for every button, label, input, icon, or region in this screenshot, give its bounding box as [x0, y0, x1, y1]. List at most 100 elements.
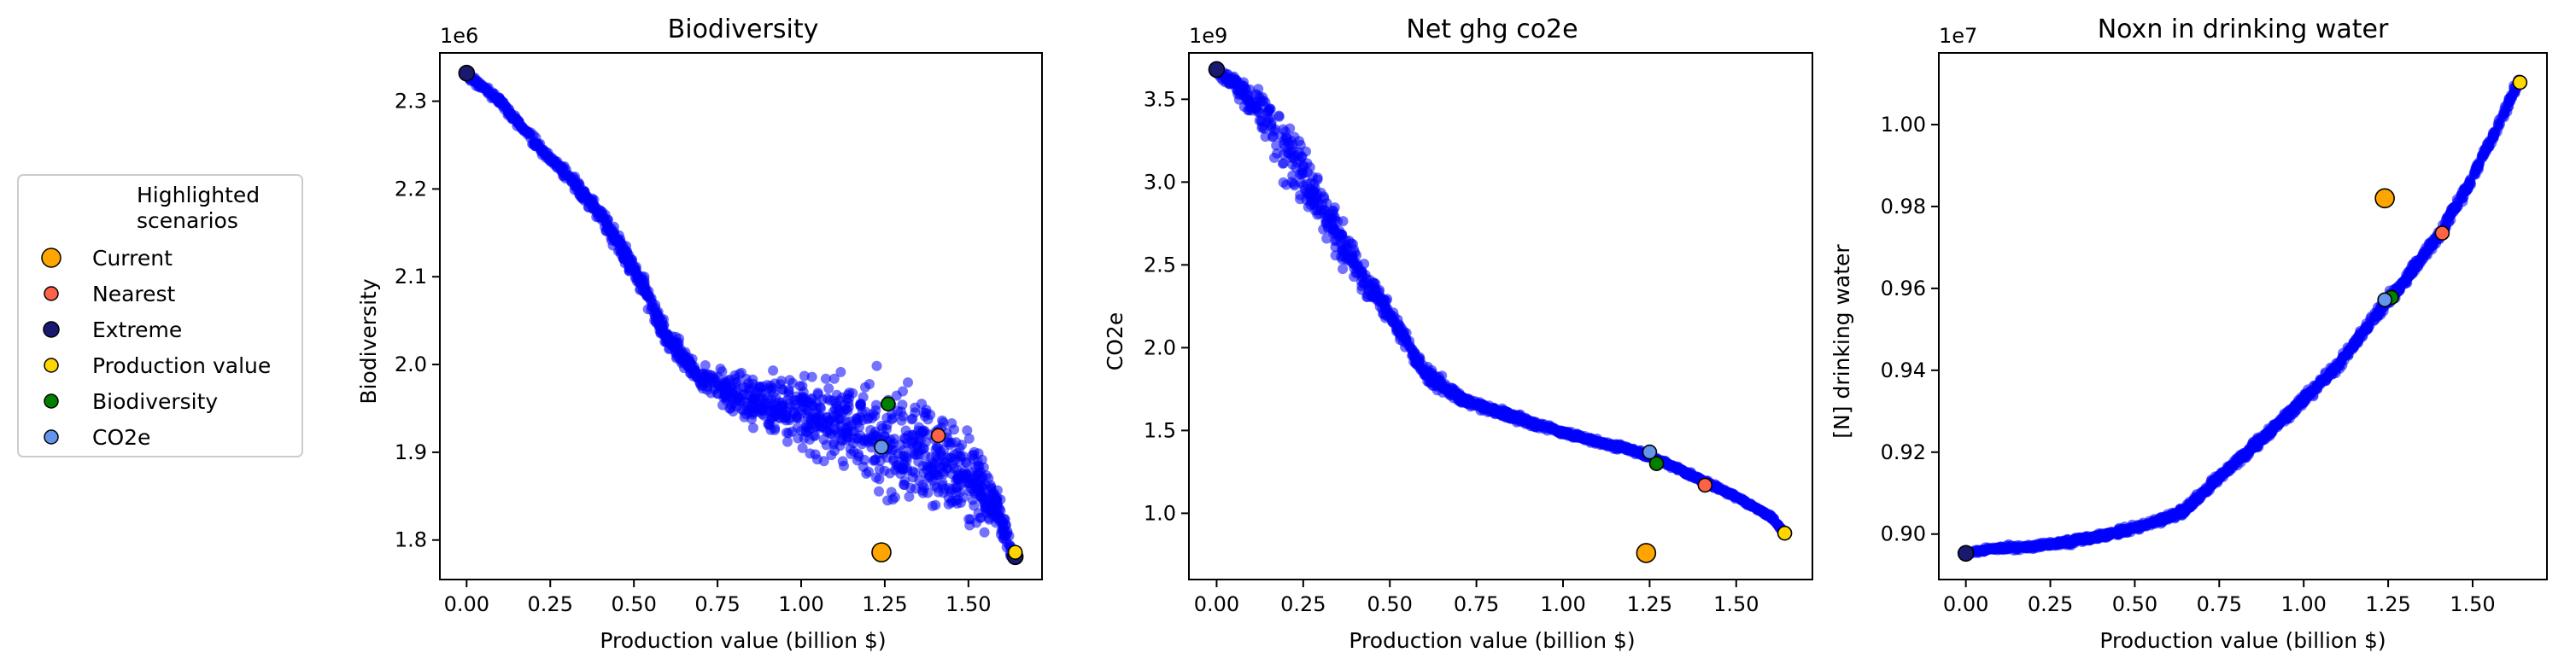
plot-area: 0.00 0.25 0.50 0.75 1.00 1.25 1.50 1.8 1.9 2.0 2.1… [395, 52, 1043, 616]
scatter-point [2039, 540, 2050, 551]
scatter-point [782, 436, 793, 447]
scatter-point [836, 434, 847, 446]
scatter-point [946, 418, 957, 428]
scatter-point [641, 290, 653, 301]
scatter-point [2168, 510, 2179, 521]
scatter-point [783, 387, 794, 398]
axes-frame [1938, 52, 2548, 580]
scatter-point [770, 378, 781, 389]
scatter-point [1269, 152, 1279, 163]
scatter-point [847, 387, 858, 399]
scatter-point [1980, 545, 1991, 556]
scatter-point [1465, 397, 1476, 408]
scatter-point [2445, 209, 2456, 220]
highlighted-scenarios [1957, 74, 2528, 562]
y-axis-label: [N] drinking water [1830, 244, 1854, 439]
scatter-point [2457, 196, 2468, 207]
scatter-point [1379, 301, 1390, 312]
scatter-point [740, 382, 751, 393]
highlight-point-production-value [2512, 74, 2528, 90]
scatter-point [1285, 123, 1296, 134]
highlight-point-co2e [1642, 444, 1658, 460]
scatter-point [546, 152, 556, 163]
scatter-point [842, 405, 853, 417]
scatter-point [856, 399, 867, 410]
scatter-point [1363, 283, 1374, 294]
scatter-point [1989, 544, 2000, 555]
scatter-point [854, 411, 865, 422]
scatter-point [951, 498, 963, 509]
scatter-point [905, 482, 916, 493]
scatter-point [962, 425, 973, 436]
x-tick-label: 0.25 [1280, 592, 1326, 616]
scatter-point [940, 457, 951, 469]
scatter-point [806, 371, 817, 382]
scatter-point [602, 215, 613, 226]
legend-marker [44, 286, 59, 301]
x-tick-label: 0.00 [1943, 592, 1988, 616]
scatter-point [1391, 322, 1402, 333]
scatter-point [1278, 158, 1289, 169]
scatter-point [629, 264, 640, 275]
scatter-point [1344, 236, 1355, 246]
scatter-point [958, 466, 969, 476]
scatter-point [969, 470, 980, 481]
scatter-point [2191, 491, 2202, 502]
scatter-point [903, 377, 913, 388]
scatter-point [639, 271, 650, 283]
highlight-point-biodiversity [881, 396, 896, 412]
scatter-point [1672, 465, 1683, 476]
offset-text: 1e7 [1939, 24, 1977, 48]
scatter-point [1496, 409, 1508, 420]
scatter-point [2101, 527, 2112, 539]
scatter-point [1266, 122, 1277, 133]
scatter-point [715, 364, 726, 374]
y-tick-label: 1.0 [1144, 501, 1176, 525]
scatter-point [2185, 502, 2196, 513]
scatter-point [642, 304, 653, 315]
scatter-point [2474, 161, 2484, 172]
scatter-point [993, 511, 1004, 522]
scatter-point [969, 500, 980, 511]
highlight-point-production-value [1007, 545, 1023, 560]
scatter-point [1351, 260, 1362, 271]
x-tick-label: 0.50 [1367, 592, 1413, 616]
scatter-point [823, 383, 834, 394]
scatter-point [797, 442, 808, 453]
scatter-point [588, 198, 598, 209]
y-tick-label: 1.00 [1881, 113, 1926, 137]
scatter-point [898, 463, 908, 474]
scatter-point [527, 138, 538, 149]
x-axis-label: Production value (billion $) [600, 628, 886, 653]
scatter-point [897, 399, 908, 411]
scatter-point [818, 456, 829, 467]
scatter-point [798, 401, 809, 412]
scatter-point [1287, 159, 1298, 170]
x-tick-label: 1.50 [2450, 592, 2495, 616]
offset-text: 1e9 [1189, 24, 1227, 48]
scatter-point [1549, 423, 1560, 434]
scatter-point [891, 390, 902, 401]
scatter-point [635, 283, 647, 294]
y-tick-label: 2.1 [395, 265, 427, 288]
plot-area: 0.00 0.25 0.50 0.75 1.00 1.25 1.50 1.0 1.5 2.0 2.5… [1144, 52, 1813, 616]
scatter-cloud [1211, 63, 1790, 539]
scatter-point [2362, 322, 2374, 333]
scatter-point [2119, 521, 2130, 533]
scatter-point [747, 409, 758, 420]
scatter-point [1596, 437, 1607, 447]
scatter-cloud [461, 69, 1017, 562]
y-axis-label: CO2e [1103, 312, 1127, 370]
scatter-point [837, 456, 848, 467]
x-tick-label: 0.25 [2028, 592, 2073, 616]
scatter-point [2232, 460, 2243, 471]
scatter-point [729, 398, 740, 409]
y-tick-label: 2.5 [1144, 253, 1176, 277]
scatter-point [810, 449, 821, 460]
scatter-point [923, 472, 934, 483]
scatter-point [927, 500, 938, 511]
highlight-point-extreme [1957, 545, 1975, 562]
scatter-point [1689, 470, 1700, 481]
scatter-point [922, 487, 934, 498]
